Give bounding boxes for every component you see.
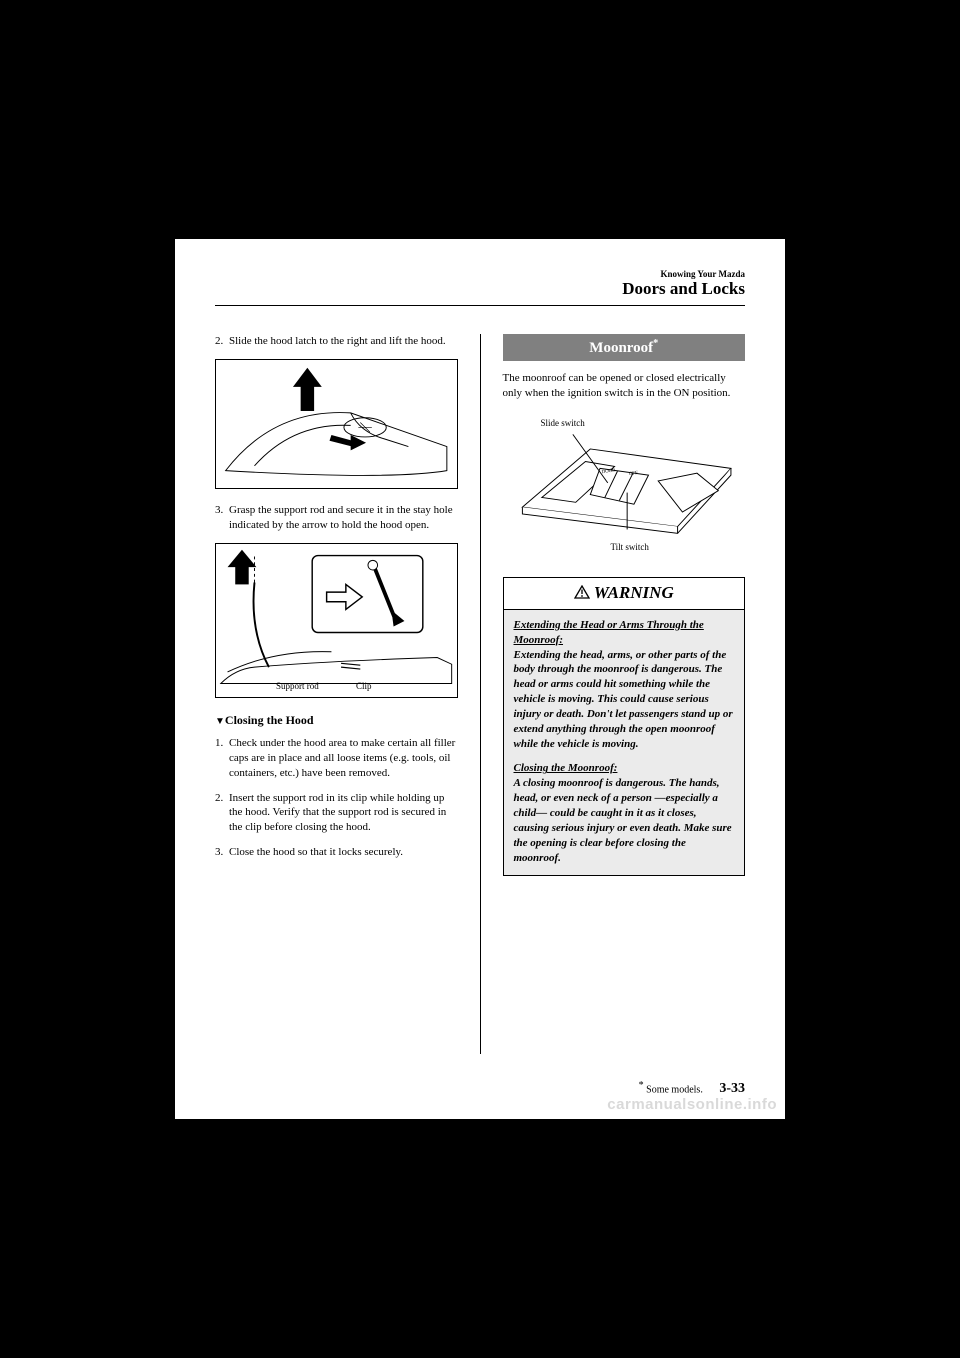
- list-item: 2. Slide the hood latch to the right and…: [215, 334, 458, 349]
- step-text: Grasp the support rod and secure it in t…: [229, 503, 458, 533]
- step-number: 3.: [215, 503, 229, 533]
- subhead-text: Closing the Hood: [225, 713, 314, 727]
- left-column: 2. Slide the hood latch to the right and…: [215, 334, 458, 1054]
- hood-latch-figure: [215, 359, 458, 489]
- triangle-icon: ▼: [215, 716, 225, 727]
- moonroof-section-bar: Moonroof*: [503, 334, 746, 361]
- moonroof-switch-svg: DOOR OFF: [503, 415, 745, 551]
- moonroof-switch-figure: DOOR OFF Slide switch Tilt switch: [503, 415, 746, 555]
- header-category: Knowing Your Mazda: [215, 269, 745, 279]
- watermark: carmanualsonline.info: [607, 1096, 777, 1113]
- footnote-star-icon: *: [653, 338, 658, 349]
- page-footer: * Some models. 3-33: [639, 1080, 745, 1097]
- warning-body: Extending the Head or Arms Through the M…: [504, 610, 745, 876]
- step-number: 3.: [215, 845, 229, 860]
- closing-hood-heading: ▼Closing the Hood: [215, 712, 458, 729]
- step-text: Slide the hood latch to the right and li…: [229, 334, 458, 349]
- list-item: 3. Grasp the support rod and secure it i…: [215, 503, 458, 533]
- warning-text: Extending the head, arms, or other parts…: [514, 649, 733, 750]
- step-text: Check under the hood area to make certai…: [229, 736, 458, 781]
- list-item: 3. Close the hood so that it locks secur…: [215, 845, 458, 860]
- content-columns: 2. Slide the hood latch to the right and…: [215, 334, 745, 1054]
- header-rule: [215, 305, 745, 306]
- list-item: 1. Check under the hood area to make cer…: [215, 736, 458, 781]
- page-number: 3-33: [719, 1081, 745, 1096]
- warning-box: WARNING Extending the Head or Arms Throu…: [503, 577, 746, 876]
- warning-paragraph: Closing the Moonroof: A closing moonroof…: [514, 761, 735, 865]
- warning-text: A closing moonroof is dangerous. The han…: [514, 777, 732, 863]
- hood-open-steps-2: 3. Grasp the support rod and secure it i…: [215, 503, 458, 533]
- warning-heading: WARNING: [504, 578, 745, 610]
- header-title: Doors and Locks: [215, 279, 745, 299]
- step-number: 1.: [215, 736, 229, 781]
- step-number: 2.: [215, 791, 229, 836]
- figure-label: Clip: [356, 680, 372, 692]
- closing-steps: 1. Check under the hood area to make cer…: [215, 736, 458, 860]
- list-item: 2. Insert the support rod in its clip wh…: [215, 791, 458, 836]
- column-divider: [480, 334, 481, 1054]
- warning-triangle-icon: [574, 584, 590, 604]
- step-text: Close the hood so that it locks securely…: [229, 845, 458, 860]
- figure-label: Tilt switch: [611, 541, 649, 553]
- page-header: Knowing Your Mazda Doors and Locks: [215, 269, 745, 299]
- manual-page: Knowing Your Mazda Doors and Locks 2. Sl…: [175, 239, 785, 1119]
- hood-latch-svg: [216, 360, 456, 485]
- footnote-star-icon: *: [639, 1080, 644, 1091]
- warning-title-text: WARNING: [594, 583, 674, 602]
- step-text: Insert the support rod in its clip while…: [229, 791, 458, 836]
- moonroof-intro: The moonroof can be opened or closed ele…: [503, 371, 746, 401]
- warning-paragraph: Extending the Head or Arms Through the M…: [514, 618, 735, 752]
- support-rod-svg: [216, 544, 456, 693]
- warning-subtitle: Closing the Moonroof:: [514, 762, 618, 774]
- step-number: 2.: [215, 334, 229, 349]
- section-title: Moonroof: [589, 340, 653, 356]
- figure-label: Slide switch: [541, 417, 585, 429]
- right-column: Moonroof* The moonroof can be opened or …: [503, 334, 746, 1054]
- support-rod-figure: Support rod Clip: [215, 543, 458, 698]
- footnote-text: Some models.: [646, 1084, 703, 1095]
- warning-subtitle: Extending the Head or Arms Through the M…: [514, 619, 704, 646]
- hood-open-steps: 2. Slide the hood latch to the right and…: [215, 334, 458, 349]
- figure-label: Support rod: [276, 680, 319, 692]
